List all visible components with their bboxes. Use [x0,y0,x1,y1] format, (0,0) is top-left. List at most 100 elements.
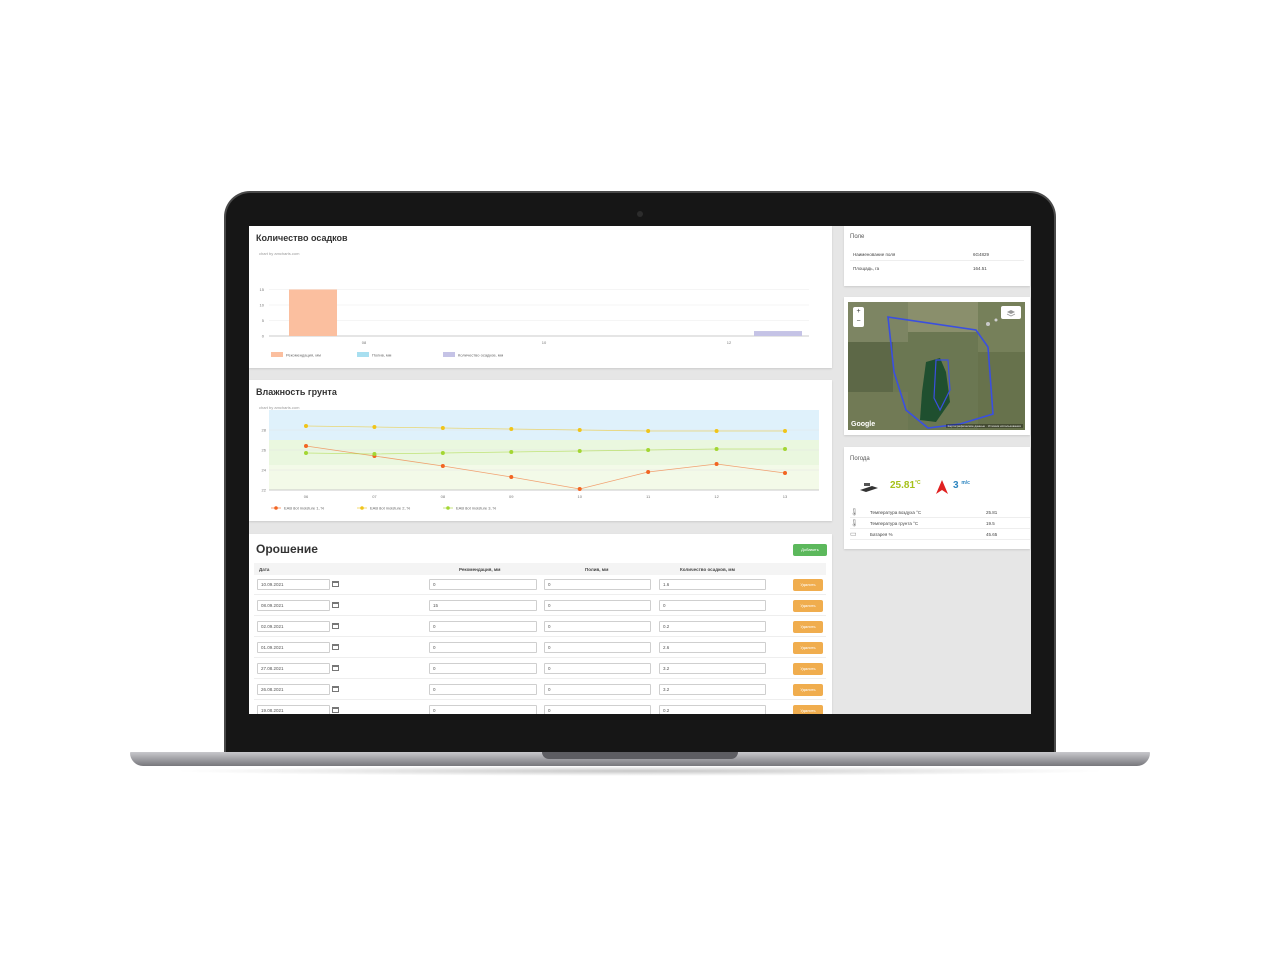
date-input[interactable]: 19.08.2021 [257,705,330,714]
calendar-icon[interactable] [332,665,339,671]
series-line [305,448,785,455]
calendar-icon[interactable] [332,581,339,587]
delete-button[interactable]: Удалить [793,642,823,654]
y-tick-label: 24 [262,468,267,473]
date-input[interactable]: 02.09.2021 [257,621,330,632]
watering-input[interactable]: 0 [544,663,651,674]
weather-title: Погода [850,456,870,462]
delete-button[interactable]: Удалить [793,600,823,612]
legend-swatch [271,352,283,357]
header-precipitation: Количество осадков, мм [680,567,735,572]
legend-label: EAB 8ot moisture 3, % [456,506,497,511]
y-tick-label: 28 [262,428,267,433]
watering-input[interactable]: 0 [544,684,651,695]
data-point [509,427,514,431]
calendar-icon[interactable] [332,686,339,692]
precipitation-input[interactable]: 1.6 [659,579,766,590]
soil-moisture-chart: 22 24 26 28 06 07 08 09 10 11 12 13 EAB 8ot moisture… [262,410,819,511]
weather-row-value: 25.81 [986,510,998,515]
data-point [509,450,514,454]
calendar-icon[interactable] [332,602,339,608]
map-imagery [848,302,1025,430]
field-area-value: 164.51 [973,266,987,271]
recommendation-input[interactable]: 0 [429,621,537,632]
irrigation-table-header: Дата Рекомендация, мм Полив, мм Количест… [254,563,826,575]
zoom-out-button[interactable]: − [856,318,861,325]
optimal-band-lower [269,465,819,490]
field-name-value: 6G4829 [973,252,990,257]
recommendation-input[interactable]: 0 [429,579,537,590]
date-input[interactable]: 01.09.2021 [257,642,330,653]
soil-moisture-title: Влажность грунта [256,387,337,397]
date-input[interactable]: 08.09.2021 [257,600,330,611]
temperature-value: 25.81 [890,480,916,491]
table-row: 10.09.2021 0 0 1.6 Удалить [254,575,826,595]
satellite-map[interactable]: + − Google Картографические данные · Усл… [848,302,1025,430]
irrigation-title: Орошение [256,542,318,556]
table-row: 01.09.2021 0 0 2.6 Удалить [254,638,826,658]
x-tick-label: 13 [783,494,788,499]
legend-swatch [443,352,455,357]
calendar-icon[interactable] [332,623,339,629]
data-point [304,424,308,428]
map-zoom-control[interactable]: + − [853,307,864,327]
recommendation-input[interactable]: 0 [429,684,537,695]
soil-thermometer-icon: 🌡 [850,520,859,527]
recommendation-input[interactable]: 0 [429,663,537,674]
map-card: + − Google Картографические данные · Усл… [844,297,1030,435]
x-tick-label: 10 [542,340,547,345]
zoom-in-button[interactable]: + [856,308,861,315]
precipitation-input[interactable]: 0 [659,600,766,611]
precipitation-input[interactable]: 2.6 [659,642,766,653]
data-point [783,429,787,433]
date-input[interactable]: 26.08.2021 [257,684,330,695]
table-row: 27.08.2021 0 0 3.2 Удалить [254,659,826,679]
data-point [372,452,377,456]
watering-input[interactable]: 0 [544,579,651,590]
precipitation-input[interactable]: 3.2 [659,684,766,695]
field-area-label: Площадь, га [853,266,880,271]
table-row: 19.08.2021 0 0 0.2 Удалить [254,701,826,714]
add-button[interactable]: Добавить [793,544,827,556]
delete-button[interactable]: Удалить [793,579,823,591]
calendar-icon[interactable] [332,707,339,713]
data-point [372,425,377,429]
data-point [783,471,787,475]
precipitation-input[interactable]: 0.2 [659,705,766,714]
data-point [440,426,445,430]
delete-button[interactable]: Удалить [793,705,823,714]
data-point [646,429,651,433]
date-input[interactable]: 10.09.2021 [257,579,330,590]
x-tick-label: 08 [362,340,367,345]
date-input[interactable]: 27.08.2021 [257,663,330,674]
delete-button[interactable]: Удалить [793,684,823,696]
soil-moisture-credit: chart by amcharts.com [259,405,300,410]
x-tick-label: 11 [646,494,651,499]
delete-button[interactable]: Удалить [793,663,823,675]
optimal-band-upper [269,410,819,440]
precipitation-chart: 0 5 10 15 08 10 12 Рекомендация, мм Полив, мм Кол… [260,287,809,358]
precipitation-input[interactable]: 0.2 [659,621,766,632]
data-point [304,444,308,448]
watering-input[interactable]: 0 [544,705,651,714]
precipitation-input[interactable]: 3.2 [659,663,766,674]
bar [289,289,337,336]
series-line [305,445,786,490]
recommendation-input[interactable]: 15 [429,600,537,611]
weather-row-value: 19.5 [986,521,995,526]
data-point [646,448,651,452]
x-tick-label: 07 [372,494,377,499]
calendar-icon[interactable] [332,644,339,650]
recommendation-input[interactable]: 0 [429,642,537,653]
recommendation-input[interactable]: 0 [429,705,537,714]
watering-input[interactable]: 0 [544,600,651,611]
soil-moisture-card: Влажность грунта chart by amcharts.com 2… [249,380,832,521]
delete-button[interactable]: Удалить [793,621,823,633]
watering-input[interactable]: 0 [544,621,651,632]
map-attribution[interactable]: Картографические данные · Условия исполь… [945,424,1023,428]
map-layers-button[interactable] [1001,306,1021,319]
watering-input[interactable]: 0 [544,642,651,653]
x-tick-label: 10 [577,494,582,499]
field-divider [850,260,1024,261]
series-line [305,425,785,432]
